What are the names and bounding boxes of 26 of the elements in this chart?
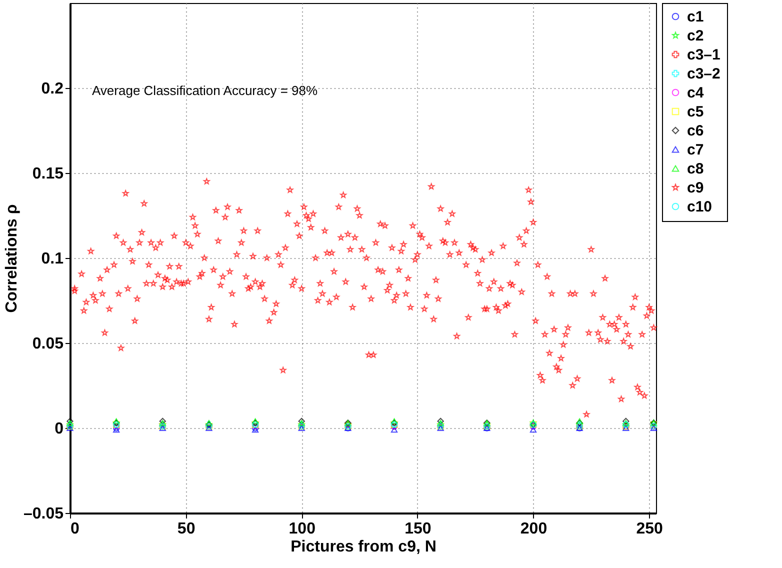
legend-label: c3–1	[687, 46, 720, 64]
x-tick-label: 200	[520, 520, 548, 538]
legend-label: c2	[687, 28, 704, 44]
legend-label: c1	[687, 8, 704, 26]
y-tick-label: 0.15	[32, 166, 64, 182]
x-tick-label: 250	[636, 520, 663, 538]
x-axis-title: Pictures from c9, N	[290, 538, 436, 556]
y-tick-label: –0.05	[23, 506, 64, 522]
y-tick-label: 0	[54, 420, 64, 438]
x-tick-label: 0	[70, 520, 80, 538]
legend-label: c8	[687, 160, 704, 178]
legend-label: c9	[687, 180, 704, 196]
y-axis-title: Correlations ρ	[3, 204, 20, 313]
legend-label: c3–2	[687, 66, 720, 82]
y-tick-label: 0.2	[41, 80, 64, 98]
annotation: Average Classification Accuracy = 98%	[92, 83, 318, 98]
y-tick-label: 0.1	[41, 250, 64, 268]
y-tick-label: 0.05	[32, 336, 64, 352]
legend-label: c10	[687, 198, 712, 216]
x-tick-label: 50	[177, 520, 196, 538]
legend-label: c6	[687, 122, 704, 140]
legend-label: c4	[687, 84, 704, 102]
legend-label: c7	[687, 142, 704, 158]
x-tick-label: 100	[288, 520, 316, 538]
x-tick-label: 150	[404, 520, 432, 538]
legend-label: c5	[687, 104, 704, 120]
